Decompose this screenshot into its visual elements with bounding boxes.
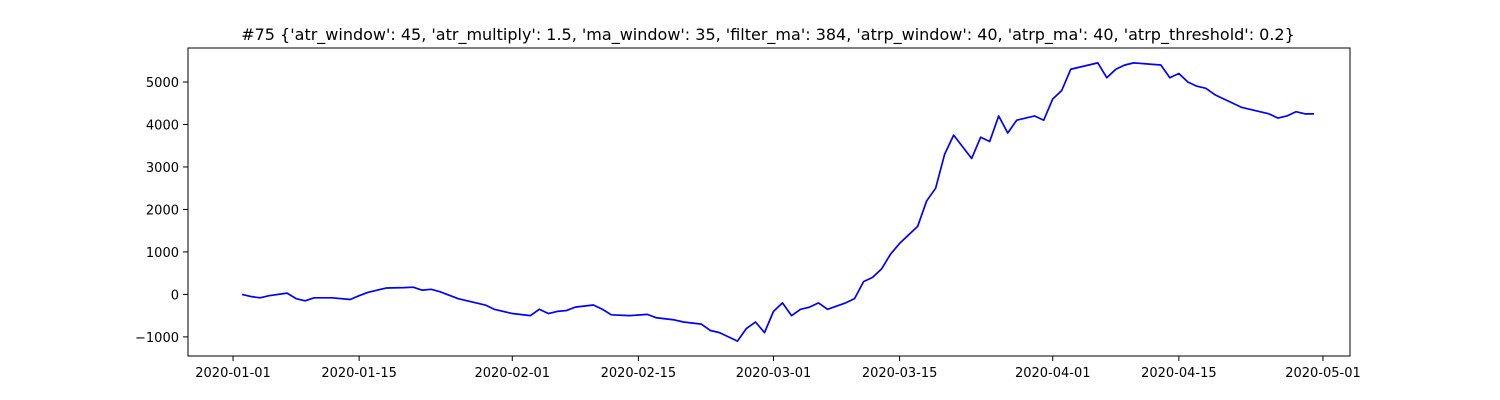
y-tick-label: 4000 — [146, 118, 179, 133]
x-tick-label: 2020-02-15 — [601, 366, 677, 381]
series-line — [241, 62, 1314, 342]
chart-title: #75 {'atr_window': 45, 'atr_multiply': 1… — [241, 25, 1295, 45]
x-tick-label: 2020-03-01 — [736, 366, 812, 381]
x-axis: 2020-01-01 2020-01-15 2020-02-01 2020-02-15… — [195, 356, 1361, 381]
x-tick-label: 2020-03-15 — [862, 366, 938, 381]
x-tick-label: 2020-02-01 — [474, 366, 550, 381]
series-layer — [241, 62, 1314, 342]
y-tick-label: 2000 — [146, 203, 179, 218]
x-tick-label: 2020-04-15 — [1141, 366, 1217, 381]
y-tick-label: 1000 — [146, 246, 179, 261]
x-tick-label: 2020-01-15 — [321, 366, 397, 381]
x-tick-label: 2020-05-01 — [1285, 366, 1361, 381]
y-axis: −1000 0 1000 2000 3000 4000 5000 — [135, 76, 188, 346]
x-tick-label: 2020-01-01 — [195, 366, 271, 381]
y-tick-label: −1000 — [135, 331, 179, 346]
y-tick-label: 5000 — [146, 76, 179, 91]
y-tick-label: 0 — [171, 288, 179, 303]
y-tick-label: 3000 — [146, 161, 179, 176]
x-tick-label: 2020-04-01 — [1015, 366, 1091, 381]
plot-area-frame — [187, 47, 1351, 357]
